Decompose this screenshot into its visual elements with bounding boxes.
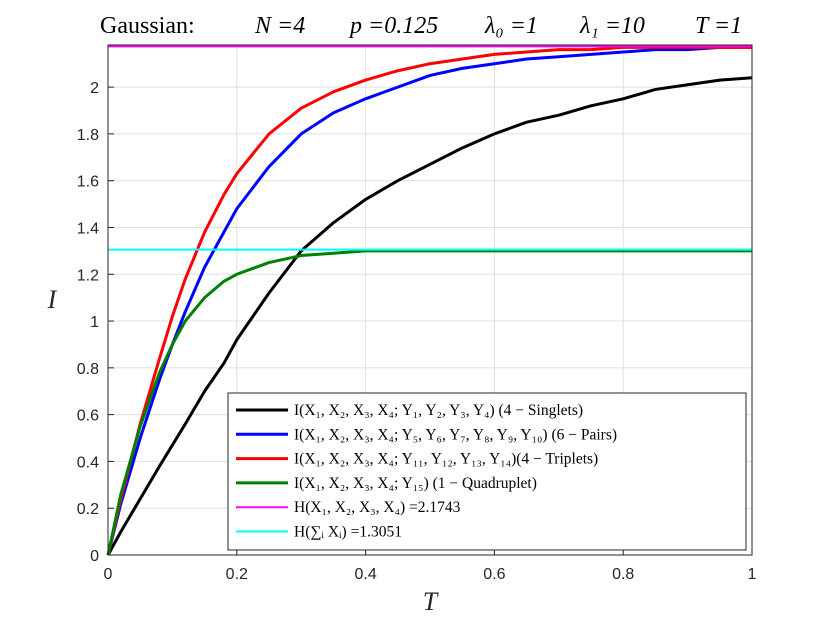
x-tick-label-4: 0.8: [612, 566, 634, 583]
x-axis-label: T: [423, 587, 439, 616]
title-part-2: p =0.125: [348, 13, 438, 39]
series-layer: [106, 45, 753, 556]
plot-frame: [107, 44, 753, 556]
x-tick-label-0: 0: [104, 566, 113, 583]
y-tick-label-8: 1.6: [77, 174, 99, 191]
y-tick-label-5: 1: [90, 314, 99, 331]
y-tick-label-7: 1.4: [77, 220, 99, 237]
y-tick-label-0: 0: [90, 548, 99, 565]
legend-label-3: I(X₁, X₂, X₃, X₄; Y₁₅) (1 − Quadruplet): [294, 475, 537, 492]
legend-label-2: I(X₁, X₂, X₃, X₄; Y₁₁, Y₁₂, Y₁₃, Y₁₄)(4 …: [294, 451, 598, 468]
x-tick-label-5: 1: [748, 566, 757, 583]
legend-label-0: I(X₁, X₂, X₃, X₄; Y₁, Y₂, Y₃, Y₄) (4 − S…: [294, 402, 583, 419]
y-tick-label-9: 1.8: [77, 127, 99, 144]
y-tick-label-2: 0.4: [77, 454, 99, 471]
y-tick-label-6: 1.2: [77, 267, 99, 284]
title-part-3: λ₀ =1: [484, 13, 538, 39]
series-line-0: [106, 76, 753, 556]
legend-label-1: I(X₁, X₂, X₃, X₄; Y₅, Y₆, Y₇, Y₈, Y₉, Y₁…: [294, 426, 617, 443]
legend: I(X₁, X₂, X₃, X₄; Y₁, Y₂, Y₃, Y₄) (4 − S…: [227, 392, 747, 551]
legend-label-4: H(X₁, X₂, X₃, X₄) =2.1743: [294, 499, 461, 516]
ticks: 0 0.2 0.4 0.6 0.8 1 0 0.2 0.4 0.6 0.8 1 1.2 1.4 1.6 1.8…: [77, 80, 757, 583]
y-tick-label-4: 0.8: [77, 361, 99, 378]
legend-label-5: H(∑ᵢ Xᵢ) =1.3051: [294, 524, 402, 541]
title-part-0: Gaussian:: [100, 13, 195, 39]
y-tick-label-1: 0.2: [77, 501, 99, 518]
legend-box: [227, 392, 747, 551]
y-tick-label-10: 2: [90, 80, 99, 97]
title-part-5: T =1: [695, 13, 742, 39]
y-axis-label: I: [47, 285, 58, 314]
series-line-3: [106, 249, 752, 556]
y-tick-label-3: 0.6: [77, 408, 99, 425]
series-line-2: [106, 45, 752, 556]
x-tick-label-1: 0.2: [226, 566, 248, 583]
x-tick-label-3: 0.6: [483, 566, 505, 583]
chart-title: Gaussian: N =4 p =0.125 λ₀ =1 λ₁ =10 T =…: [100, 13, 742, 39]
x-tick-label-2: 0.4: [354, 566, 376, 583]
title-part-1: N =4: [254, 13, 305, 39]
title-part-4: λ₁ =10: [579, 13, 645, 39]
